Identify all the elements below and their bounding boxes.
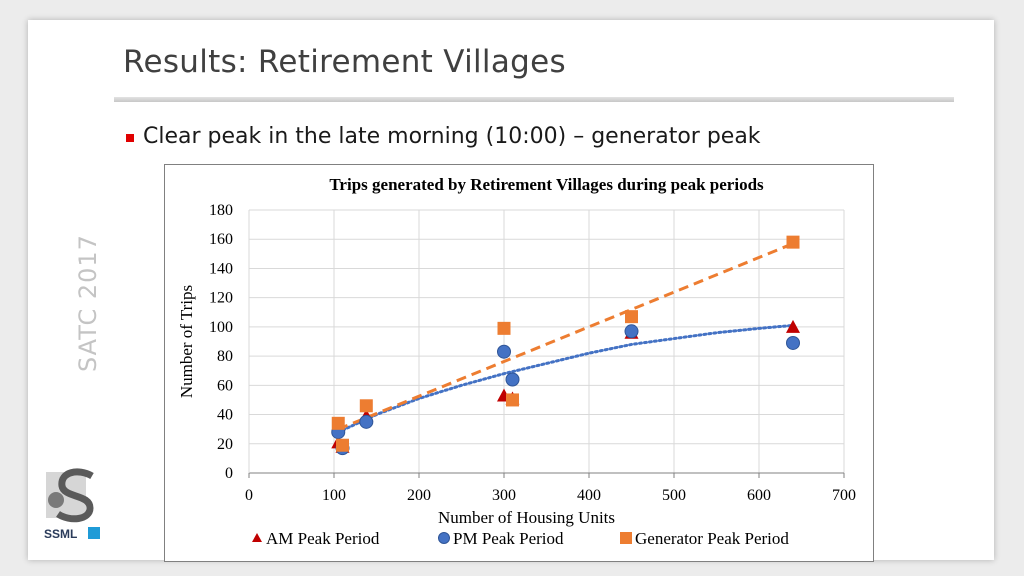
generator-trendline bbox=[337, 242, 794, 431]
y-tick-label: 180 bbox=[209, 202, 233, 219]
x-tick-label: 700 bbox=[832, 487, 856, 504]
bullet-point: Clear peak in the late morning (10:00) –… bbox=[126, 124, 761, 149]
pm-data-point bbox=[505, 372, 520, 387]
y-tick-label: 0 bbox=[225, 465, 233, 482]
x-tick-label: 400 bbox=[577, 487, 601, 504]
y-tick-label: 160 bbox=[209, 231, 233, 248]
y-tick-label: 40 bbox=[217, 407, 233, 424]
bullet-text: Clear peak in the late morning (10:00) –… bbox=[143, 124, 761, 149]
chart-container: Trips generated by Retirement Villages d… bbox=[164, 164, 874, 562]
logo-text: SSML bbox=[44, 527, 77, 541]
legend-label: PM Peak Period bbox=[453, 529, 564, 548]
conference-side-label: SATC 2017 bbox=[74, 234, 102, 372]
x-axis-label: Number of Housing Units bbox=[438, 508, 615, 527]
pm-data-point bbox=[497, 344, 511, 359]
y-tick-label: 60 bbox=[217, 377, 233, 394]
y-tick-label: 140 bbox=[209, 260, 233, 277]
title-divider bbox=[114, 97, 954, 102]
legend-label: Generator Peak Period bbox=[635, 529, 789, 548]
x-tick-label: 0 bbox=[245, 487, 253, 504]
generator-data-point bbox=[331, 416, 345, 430]
pm-trendline bbox=[336, 323, 795, 434]
y-axis-label: Number of Trips bbox=[177, 285, 196, 398]
generator-data-point bbox=[506, 393, 519, 407]
ssml-logo: SSML bbox=[42, 466, 110, 541]
legend-label: AM Peak Period bbox=[266, 529, 380, 548]
x-tick-label: 600 bbox=[747, 487, 771, 504]
generator-data-point bbox=[359, 399, 373, 413]
page-title: Results: Retirement Villages bbox=[123, 44, 566, 80]
generator-data-point bbox=[497, 321, 511, 335]
x-tick-label: 200 bbox=[407, 487, 431, 504]
am-data-point bbox=[786, 319, 800, 333]
y-tick-label: 120 bbox=[209, 290, 233, 307]
slide: Results: Retirement Villages SATC 2017 C… bbox=[28, 20, 994, 562]
legend-generator-icon bbox=[620, 532, 632, 544]
pm-data-point bbox=[786, 335, 800, 350]
generator-data-point bbox=[625, 310, 638, 324]
y-tick-label: 20 bbox=[217, 436, 233, 453]
legend-pm-icon bbox=[438, 532, 450, 544]
scatter-chart: Trips generated by Retirement Villages d… bbox=[177, 175, 856, 548]
x-tick-label: 300 bbox=[492, 487, 516, 504]
bullet-icon bbox=[126, 133, 134, 142]
x-tick-label: 500 bbox=[662, 487, 686, 504]
y-tick-label: 100 bbox=[209, 319, 233, 336]
legend-am-icon bbox=[252, 533, 262, 542]
x-tick-label: 100 bbox=[322, 487, 346, 504]
pm-data-point bbox=[624, 324, 639, 339]
pm-data-point bbox=[359, 414, 374, 429]
generator-data-point bbox=[786, 235, 800, 249]
chart-title: Trips generated by Retirement Villages d… bbox=[329, 175, 764, 194]
generator-data-point bbox=[336, 438, 349, 452]
y-tick-label: 80 bbox=[217, 348, 233, 365]
